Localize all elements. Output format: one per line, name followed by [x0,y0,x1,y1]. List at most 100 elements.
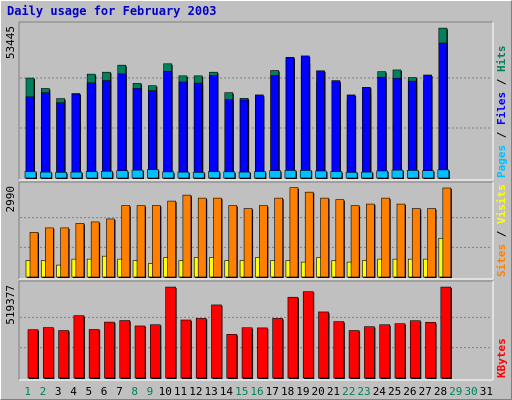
x-tick-label: 11 [174,385,187,398]
bar-kbytes [73,315,85,379]
x-tick-label: 24 [373,385,387,398]
bar-pages [345,172,358,179]
bar-sites [121,205,131,278]
bar-files [163,71,172,179]
chart-title: Daily usage for February 2003 [7,4,217,18]
bar-files [255,94,264,179]
bar-sites [289,187,299,278]
x-tick-label: 5 [85,385,92,398]
bar-kbytes [425,321,436,379]
bar-files [209,75,218,179]
bar-kbytes [226,334,238,379]
bar-files [377,76,386,179]
bar-files [331,80,341,179]
bar-kbytes [318,311,329,379]
x-tick-label: 21 [327,385,340,398]
bar-files [270,75,279,179]
bar-files [300,55,310,179]
x-tick-label: 14 [220,385,234,398]
legend-hits-files-pages: Pages / Files / Hits [495,46,508,179]
bar-files [132,88,142,179]
bar-pages [177,171,190,179]
bar-files [392,78,402,179]
bar-kbytes [333,321,345,379]
bar-sites [411,208,421,278]
bar-pages [437,169,450,179]
bar-kbytes [180,319,192,379]
bar-sites [320,197,329,278]
bar-kbytes [150,324,161,379]
bar-sites [213,197,222,278]
bar-pages [361,171,373,179]
bar-sites [29,232,39,278]
legend-entry: Sites [495,244,508,277]
bar-pages [284,170,297,179]
x-tick-label: 17 [266,385,279,398]
legend-kbytes: KBytes [495,338,508,378]
bar-kbytes [302,291,314,379]
bar-sites [167,200,176,278]
bar-pages [299,170,312,179]
bar-sites [381,197,390,278]
legend-entry: Files [495,92,508,125]
x-axis-labels: 1 2 3 4 5 6 7 8 9 10 11 12 13 14 15 16 17 18 19 20 21 22 23 24 2… [24,385,493,398]
bar-sites [366,203,375,278]
x-tick-label: 30 [464,385,477,398]
y-max-label: 53445 [4,26,17,59]
x-tick-label: 26 [403,385,416,398]
bar-files [56,102,65,179]
x-tick-label: 13 [205,385,218,398]
bar-pages [223,171,236,179]
x-tick-label: 15 [235,385,248,398]
panel-hits-files-pages: 53445 Pages / Files / Hits [4,21,508,181]
bar-files [346,94,356,179]
bar-files [285,57,295,179]
bar-sites [335,199,345,278]
bar-files [117,73,127,179]
bar-pages [192,172,205,179]
x-tick-label: 27 [419,385,432,398]
bar-sites [136,205,146,278]
bar-kbytes [195,318,207,379]
bar-files [362,87,371,179]
bar-sites [44,227,54,278]
bar-pages [422,170,434,179]
legend-entry: / [495,224,508,244]
bar-sites [182,194,192,278]
legend-entry: KBytes [495,338,508,378]
bar-files [193,82,203,179]
legend-entry: Pages [495,145,508,178]
x-tick-label: 22 [342,385,355,398]
bar-pages [85,171,98,179]
bar-kbytes [241,327,253,379]
x-tick-label: 29 [449,385,462,398]
bar-pages [406,170,419,179]
bar-pages [39,171,52,179]
bar-kbytes [379,324,390,379]
bar-files [40,92,50,179]
bar-pages [116,170,129,179]
bar-files [86,82,96,179]
bar-pages [254,171,266,179]
bar-files [224,99,234,179]
bar-pages [238,171,251,179]
legend-entry: Hits [495,46,508,73]
bar-kbytes [58,330,69,379]
bar-sites [197,197,207,278]
bar-files [239,99,249,179]
bar-pages [376,170,388,179]
x-tick-label: 6 [101,385,108,398]
bar-kbytes [287,296,299,379]
bar-sites [152,205,161,278]
bar-pages [315,170,327,179]
bar-pages [70,171,83,179]
bar-kbytes [134,325,146,379]
x-tick-label: 12 [189,385,202,398]
x-tick-label: 28 [434,385,447,398]
bar-kbytes [165,286,176,379]
x-tick-label: 19 [296,385,309,398]
bar-kbytes [364,326,375,379]
bar-sites [427,208,436,278]
legend-sites-visits: Sites / Visits [495,184,508,277]
